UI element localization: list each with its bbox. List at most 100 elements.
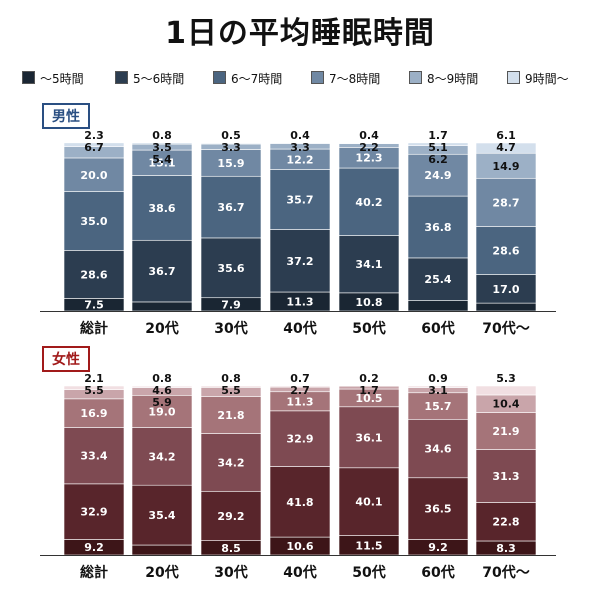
data-label: 5.5 [84, 384, 104, 397]
bar-segment [269, 229, 331, 293]
bar-segment [131, 301, 193, 312]
data-label: 5.3 [496, 372, 516, 385]
category-label: 30代 [214, 564, 247, 581]
data-label: 31.3 [492, 470, 519, 483]
data-label: 2.3 [84, 129, 104, 142]
bar-segment [131, 142, 193, 145]
data-label: 40.1 [355, 496, 382, 509]
bar-segment [131, 385, 193, 388]
data-label: 28.6 [80, 268, 107, 281]
bar-segment [269, 466, 331, 538]
data-label: 6.1 [496, 129, 516, 142]
bar-segment [407, 195, 469, 259]
bar-segment [475, 152, 537, 179]
bar-segment [407, 392, 469, 420]
data-label: 15.9 [217, 157, 244, 170]
data-label: 0.4 [359, 129, 379, 142]
data-label: 10.4 [492, 398, 519, 411]
data-label: 5.1 [428, 141, 448, 154]
bar-segment [200, 149, 262, 177]
data-label: 10.8 [355, 296, 382, 309]
category-label: 60代 [421, 320, 454, 337]
data-label: 3.1 [428, 384, 448, 397]
bar-segment [200, 237, 262, 299]
data-label: 35.4 [148, 509, 175, 522]
bar-segment [63, 250, 125, 299]
data-label: 29.2 [217, 510, 244, 523]
data-label: 40.2 [355, 196, 382, 209]
data-label: 35.7 [286, 194, 313, 207]
data-label: 0.7 [290, 372, 310, 385]
data-label: 10.5 [355, 392, 382, 405]
bar-segment [131, 394, 193, 428]
bar-segment [475, 302, 537, 312]
legend-swatch [507, 71, 520, 84]
data-label: 34.2 [217, 456, 244, 469]
data-label: 17.0 [492, 283, 519, 296]
legend-swatch [115, 71, 128, 84]
category-label: 40代 [283, 320, 316, 337]
data-label: 36.8 [424, 221, 451, 234]
data-label: 0.8 [152, 129, 172, 142]
data-label: 1.7 [359, 384, 379, 397]
bar-segment [407, 142, 469, 146]
data-label: 25.4 [424, 273, 451, 286]
data-label: 21.8 [217, 409, 244, 422]
data-label: 0.4 [290, 129, 310, 142]
bar-segment [63, 398, 125, 428]
data-label: 19.0 [148, 405, 175, 418]
data-label: 2.7 [290, 384, 310, 397]
bar-segment [63, 191, 125, 251]
bar-segment [475, 412, 537, 450]
data-label: 33.4 [80, 450, 107, 463]
data-label: 0.8 [221, 372, 241, 385]
data-label: 34.6 [424, 443, 451, 456]
bar-segment [269, 410, 331, 467]
legend-label: 7〜8時間 [329, 72, 381, 86]
data-label: 0.9 [428, 372, 448, 385]
data-label: 21.9 [492, 425, 519, 438]
legend-swatch [311, 71, 324, 84]
bar-segment [200, 396, 262, 434]
bar-segment [63, 142, 125, 147]
bar-segment [407, 418, 469, 479]
data-label: 38.6 [148, 202, 175, 215]
data-label: 36.1 [355, 431, 382, 444]
data-label: 5.5 [221, 384, 241, 397]
data-label: 36.5 [424, 503, 451, 516]
data-label: 32.9 [286, 433, 313, 446]
data-label: 6.2 [428, 153, 448, 166]
chart-title: 1日の平均睡眠時間 [165, 16, 435, 51]
bar-segment [407, 257, 469, 301]
data-label: 7.5 [84, 299, 104, 312]
category-label: 20代 [145, 564, 178, 581]
data-label: 4.6 [152, 384, 172, 397]
data-label: 0.8 [152, 372, 172, 385]
bar-segment [338, 406, 400, 469]
data-label: 22.8 [492, 516, 519, 529]
data-label: 14.9 [492, 160, 519, 173]
bar-segment [338, 467, 400, 536]
data-label: 8.5 [221, 542, 241, 555]
bar-segment [63, 427, 125, 485]
data-label: 20.0 [80, 169, 107, 182]
bar-segment [338, 235, 400, 294]
data-label: 35.6 [217, 262, 244, 275]
legend-label: 〜5時間 [40, 72, 84, 86]
category-label: 50代 [352, 320, 385, 337]
legend-swatch [213, 71, 226, 84]
category-label: 70代〜 [482, 320, 529, 337]
data-label: 7.9 [221, 298, 241, 311]
data-label: 12.3 [355, 152, 382, 165]
bar-segment [131, 175, 193, 241]
data-label: 2.2 [359, 141, 379, 154]
data-label: 15.7 [424, 400, 451, 413]
data-label: 3.3 [290, 141, 310, 154]
data-label: 15.1 [148, 157, 175, 170]
category-label: 70代〜 [482, 564, 529, 581]
male-section-label: 男性 [42, 103, 90, 129]
data-label: 28.7 [492, 196, 519, 209]
bar-segment [131, 149, 193, 176]
bar-segment [475, 385, 537, 396]
